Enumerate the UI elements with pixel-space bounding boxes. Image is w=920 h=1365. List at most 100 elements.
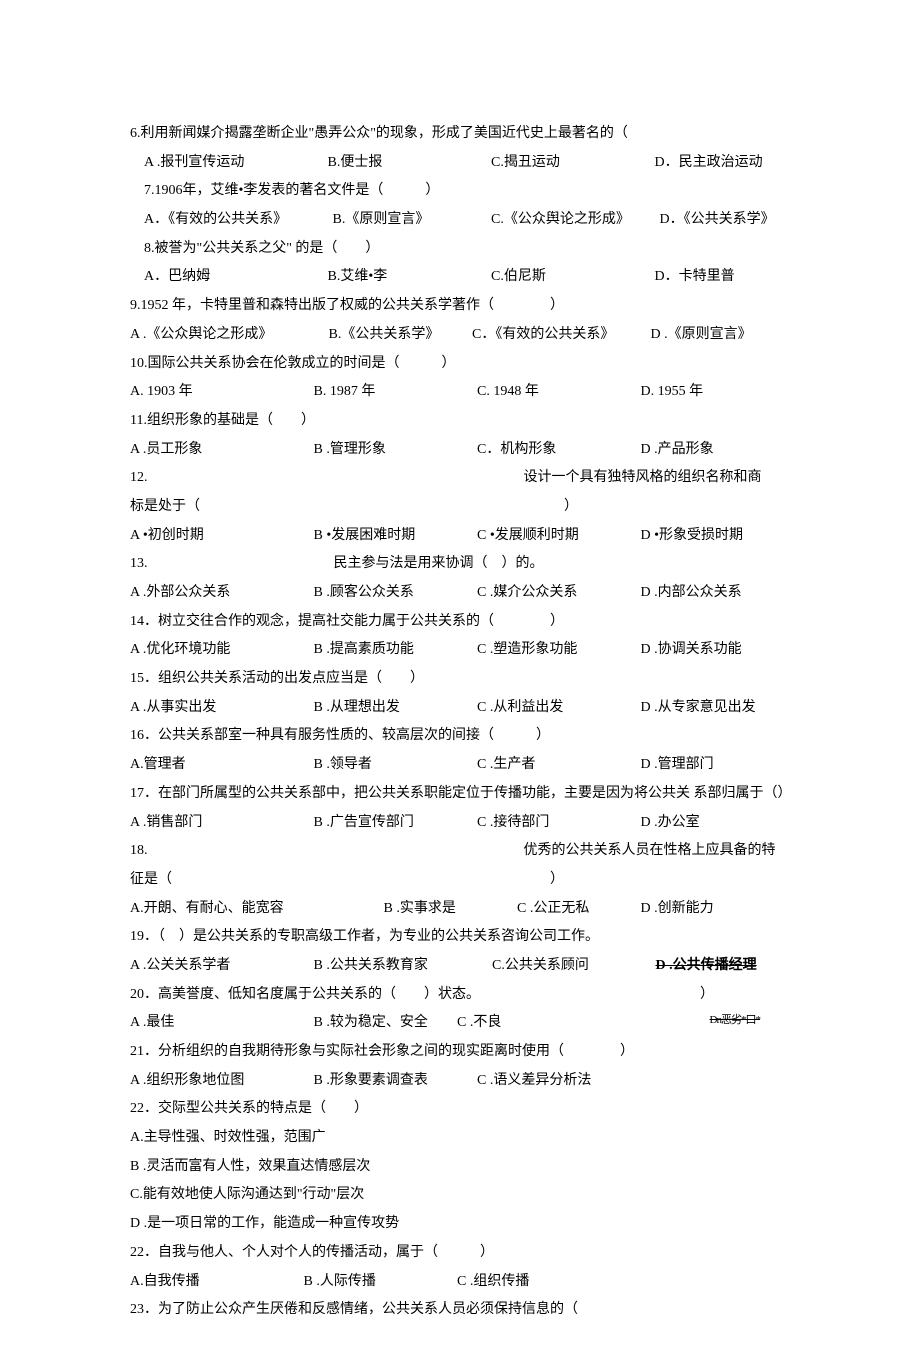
q22b-b: B .人际传播 <box>304 1268 454 1297</box>
q12-a: A •初创时期 <box>130 522 310 551</box>
q16-stem: 16．公共关系部室一种具有服务性质的、较高层次的间接（ ） <box>130 722 790 751</box>
q19-d: D .公共传播经理 <box>656 952 757 981</box>
q6-stem: 6.利用新闻媒介揭露垄断企业"愚弄公众"的现象，形成了美国近代史上最著名的（ <box>130 120 790 149</box>
q6-d: D．民主政治运动 <box>655 149 763 178</box>
q8-c: C.伯尼斯 <box>491 263 651 292</box>
q19-b: B .公共关系教育家 <box>314 952 489 981</box>
q12-num: 12. <box>130 464 520 493</box>
q17-stem: 17．在部门所属型的公共关系部中，把公共关系职能定位于传播功能，主要是因为将公共… <box>130 780 790 809</box>
q12-options: A •初创时期 B •发展困难时期 C •发展顺利时期 D •形象受损时期 <box>130 522 790 551</box>
q16-b: B .领导者 <box>314 751 474 780</box>
document-page: 6.利用新闻媒介揭露垄断企业"愚弄公众"的现象，形成了美国近代史上最著名的（ A… <box>0 0 920 1365</box>
q18-num: 18. <box>130 837 520 866</box>
q13-a: A .外部公众关系 <box>130 579 310 608</box>
q8-a: A．巴纳姆 <box>144 263 324 292</box>
q8-stem: 8.被誉为"公共关系之父" 的是（ ） <box>130 235 790 264</box>
q21-options: A .组织形象地位图 B .形象要素调查表 C .语义差异分析法 <box>130 1067 790 1096</box>
q12-stem: 12. 设计一个具有独特风格的组织名称和商 <box>130 464 790 493</box>
q11-stem: 11.组织形象的基础是（ ） <box>130 407 790 436</box>
q18-b: B .实事求是 <box>384 895 514 924</box>
q22-stem: 22．交际型公共关系的特点是（ ） <box>130 1095 790 1124</box>
q6-c: C.揭丑运动 <box>491 149 651 178</box>
q16-c: C .生产者 <box>477 751 637 780</box>
q9-a: A .《公众舆论之形成》 <box>130 321 325 350</box>
q11-options: A .员工形象 B .管理形象 C．机构形象 D .产品形象 <box>130 436 790 465</box>
q10-stem: 10.国际公共关系协会在伦敦成立的时间是（ ） <box>130 350 790 379</box>
q21-b: B .形象要素调查表 <box>314 1067 474 1096</box>
q22b-stem: 22．自我与他人、个人对个人的传播活动，属于（ ） <box>130 1239 790 1268</box>
q12-d: D •形象受损时期 <box>641 522 744 551</box>
q7-stem: 7.1906年，艾维•李发表的著名文件是（ ） <box>130 177 790 206</box>
q18-stem: 18. 优秀的公共关系人员在性格上应具备的特 <box>130 837 790 866</box>
q13-stem-mid: 民主参与法是用来协调（ ）的。 <box>334 556 544 571</box>
q7-c: C.《公众舆论之形成》 <box>491 206 656 235</box>
q16-a: A.管理者 <box>130 751 310 780</box>
q17-options: A .销售部门 B .广告宣传部门 C .接待部门 D .办公室 <box>130 809 790 838</box>
q23-stem: 23．为了防止公众产生厌倦和反感情绪，公共关系人员必须保持信息的（ <box>130 1296 790 1325</box>
q10-c: C. 1948 年 <box>477 378 637 407</box>
q14-options: A .优化环境功能 B .提高素质功能 C .塑造形象功能 D .协调关系功能 <box>130 636 790 665</box>
q6-options: A .报刊宣传运动 B.便士报 C.揭丑运动 D．民主政治运动 <box>130 149 790 178</box>
q7-a: A．《有效的公共关系》 <box>144 206 329 235</box>
q14-b: B .提高素质功能 <box>314 636 474 665</box>
q17-a: A .销售部门 <box>130 809 310 838</box>
q22-b: B .灵活而富有人性，效果直达情感层次 <box>130 1153 790 1182</box>
q12-b: B •发展困难时期 <box>314 522 474 551</box>
q10-a: A. 1903 年 <box>130 378 310 407</box>
q13-num: 13. <box>130 550 330 579</box>
q11-a: A .员工形象 <box>130 436 310 465</box>
q11-b: B .管理形象 <box>314 436 474 465</box>
q13-stem: 13. 民主参与法是用来协调（ ）的。 <box>130 550 790 579</box>
q20-c: C .不良 <box>457 1009 501 1038</box>
q22b-a: A.自我传播 <box>130 1268 300 1297</box>
q15-c: C .从利益出发 <box>477 694 637 723</box>
q16-options: A.管理者 B .领导者 C .生产者 D .管理部门 <box>130 751 790 780</box>
q7-options: A．《有效的公共关系》 B.《原则宣言》 C.《公众舆论之形成》 D．《公共关系… <box>130 206 790 235</box>
q10-options: A. 1903 年 B. 1987 年 C. 1948 年 D. 1955 年 <box>130 378 790 407</box>
q8-options: A．巴纳姆 B.艾维•李 C.伯尼斯 D．卡特里普 <box>130 263 790 292</box>
q17-c: C .接待部门 <box>477 809 637 838</box>
q9-d: D .《原则宣言》 <box>651 321 752 350</box>
q10-b: B. 1987 年 <box>314 378 474 407</box>
q14-a: A .优化环境功能 <box>130 636 310 665</box>
q21-stem: 21．分析组织的自我期待形象与实际社会形象之间的现实距离时使用（ ） <box>130 1038 790 1067</box>
q20-stem: 20．高美誉度、低知名度属于公共关系的（ ）状态。 ） <box>130 981 790 1010</box>
q20-a: A .最佳 <box>130 1009 310 1038</box>
q17-b: B .广告宣传部门 <box>314 809 474 838</box>
q7-d: D．《公共关系学》 <box>660 206 775 235</box>
q19-c: C.公共关系顾问 <box>492 952 652 981</box>
q7-b: B.《原则宣言》 <box>333 206 488 235</box>
q11-c: C．机构形象 <box>477 436 637 465</box>
q15-options: A .从事实出发 B .从理想出发 C .从利益出发 D .从专家意见出发 <box>130 694 790 723</box>
q20-options: A .最佳 B .较为稳定、安全 C .不良 Dn恶劣*口* <box>130 1009 790 1038</box>
q18-d: D .创新能力 <box>641 895 714 924</box>
q18-options: A.开朗、有耐心、能宽容 B .实事求是 C .公正无私 D .创新能力 <box>130 895 790 924</box>
q15-a: A .从事实出发 <box>130 694 310 723</box>
q14-d: D .协调关系功能 <box>641 636 742 665</box>
q18-c: C .公正无私 <box>517 895 637 924</box>
q9-options: A .《公众舆论之形成》 B.《公共关系学》 C．《有效的公共关系》 D .《原… <box>130 321 790 350</box>
q22-d: D .是一项日常的工作，能造成一种宣传攻势 <box>130 1210 790 1239</box>
q8-b: B.艾维•李 <box>328 263 488 292</box>
q9-b: B.《公共关系学》 <box>329 321 469 350</box>
q18-a: A.开朗、有耐心、能宽容 <box>130 895 380 924</box>
q22-c: C.能有效地使人际沟通达到"行动"层次 <box>130 1181 790 1210</box>
q20-scribble: Dn恶劣*口* <box>710 1009 760 1032</box>
q22b-c: C .组织传播 <box>457 1268 529 1297</box>
q15-b: B .从理想出发 <box>314 694 474 723</box>
q19-stem: 19．（ ）是公共关系的专职高级工作者，为专业的公共关系咨询公司工作。 <box>130 923 790 952</box>
q21-a: A .组织形象地位图 <box>130 1067 310 1096</box>
q20-b: B .较为稳定、安全 <box>314 1009 454 1038</box>
q22b-options: A.自我传播 B .人际传播 C .组织传播 <box>130 1268 790 1297</box>
q21-c: C .语义差异分析法 <box>477 1067 637 1096</box>
q14-stem: 14．树立交往合作的观念，提高社交能力属于公共关系的（ ） <box>130 608 790 637</box>
q16-d: D .管理部门 <box>641 751 714 780</box>
q8-d: D．卡特里普 <box>655 263 735 292</box>
q18-cont: 征是（ ） <box>130 866 790 895</box>
q9-stem-line: 9.1952 年，卡特里普和森特出版了权威的公共关系学著作（ ） <box>130 292 790 321</box>
q15-stem: 15．组织公共关系活动的出发点应当是（ ） <box>130 665 790 694</box>
q12-stem-right: 设计一个具有独特风格的组织名称和商 <box>524 470 762 485</box>
q15-d: D .从专家意见出发 <box>641 694 756 723</box>
q9-stem: 9.1952 年，卡特里普和森特出版了权威的公共关系学著作（ ） <box>130 298 564 313</box>
q13-b: B .顾客公众关系 <box>314 579 474 608</box>
